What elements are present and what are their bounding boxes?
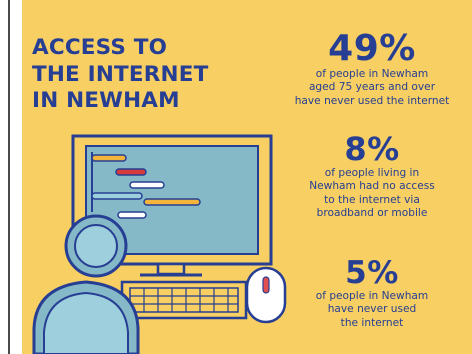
infographic-title: ACCESS TO THE INTERNET IN NEWHAM — [32, 35, 242, 115]
stat-description: of people living in Newham had no access… — [284, 167, 460, 220]
computer-user-illustration — [32, 134, 287, 354]
stat-5-percent: 5% of people in Newham have never used t… — [284, 256, 460, 330]
stat-description-line: the internet — [340, 316, 404, 329]
stat-description: of people in Newham have never used the … — [284, 290, 460, 330]
stat-description-line: Newham had no access — [309, 180, 435, 193]
mouse-icon — [245, 266, 287, 324]
person-icon — [32, 214, 140, 354]
stat-description-line: have never used the internet — [294, 94, 450, 107]
stat-description-line: have never used — [327, 303, 417, 316]
stat-description-line: of people living in — [324, 167, 420, 179]
infographic-panel: ACCESS TO THE INTERNET IN NEWHAM — [22, 0, 472, 354]
stat-value: 5% — [345, 255, 399, 291]
stat-description-line: aged 75 years and over — [308, 81, 436, 94]
stat-description-line: broadband or mobile — [316, 206, 428, 219]
title-line: IN NEWHAM — [32, 88, 180, 113]
stat-description-line: to the internet via — [324, 193, 420, 206]
keyboard-icon — [120, 280, 248, 320]
stat-description-line: of people in Newham — [315, 68, 429, 80]
stat-49-percent: 49% of people in Newham aged 75 years an… — [274, 30, 470, 108]
stat-description: of people in Newham aged 75 years and ov… — [274, 68, 470, 108]
title-line: ACCESS TO — [32, 35, 168, 60]
stat-value: 49% — [328, 28, 416, 69]
stat-value: 8% — [344, 130, 400, 168]
stat-description-line: of people in Newham — [315, 290, 429, 302]
title-line: THE INTERNET — [32, 61, 209, 87]
left-divider — [8, 0, 10, 354]
stat-8-percent: 8% of people living in Newham had no acc… — [284, 131, 460, 220]
